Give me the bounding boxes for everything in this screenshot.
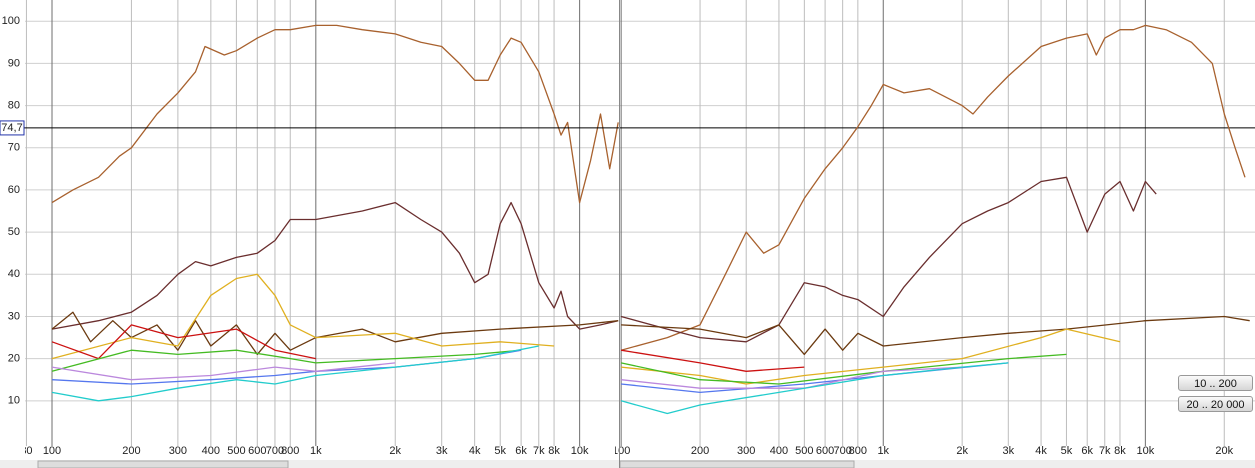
y-tick-label: 40	[8, 268, 20, 280]
x-tick-label: 5k	[1061, 445, 1073, 457]
series-line	[51, 311, 619, 356]
x-tick-label: 300	[169, 445, 187, 457]
x-tick-label: 300	[737, 445, 755, 457]
x-tick-label: 700	[833, 445, 851, 457]
x-tick-label: 10k	[571, 445, 589, 457]
x-tick-label: 7k	[1099, 445, 1111, 457]
x-tick-label: 5k	[494, 445, 506, 457]
series-line	[621, 315, 1250, 356]
x-tick-label: 6k	[515, 445, 527, 457]
x-tick-label: 200	[691, 445, 709, 457]
y-tick-label: 20	[8, 353, 20, 365]
x-tick-label: 500	[795, 445, 813, 457]
reference-label-box	[0, 120, 25, 136]
x-tick-label: 400	[770, 445, 788, 457]
x-tick-label: 800	[281, 445, 299, 457]
scroll-thumb[interactable]	[619, 460, 855, 468]
reference-label: 74,7	[1, 122, 22, 134]
x-tick-label: 4k	[469, 445, 481, 457]
x-tick-label: 8k	[548, 445, 560, 457]
series-line	[620, 353, 1067, 385]
x-tick-label: 2k	[956, 445, 968, 457]
y-tick-label: 90	[8, 57, 20, 69]
series-line	[51, 345, 539, 402]
y-tick-label: 100	[2, 15, 20, 27]
y-tick-label: 70	[8, 142, 20, 154]
series-line	[620, 349, 805, 372]
plot-area	[25, 0, 1255, 443]
x-tick-label: 4k	[1035, 445, 1047, 457]
series-line	[620, 176, 1157, 343]
scroll-thumb[interactable]	[37, 460, 289, 468]
x-tick-label: 1k	[310, 445, 322, 457]
x-tick-label: 3k	[436, 445, 448, 457]
x-tick-label: 400	[202, 445, 220, 457]
series-line	[51, 201, 619, 330]
x-tick-label: 3k	[1002, 445, 1014, 457]
y-tick-label: 60	[8, 184, 20, 196]
x-tick-label: 600	[816, 445, 834, 457]
x-tick-label: 500	[227, 445, 245, 457]
series-line	[621, 328, 1121, 385]
y-tick-label: 10	[8, 395, 20, 407]
x-tick-label: 7k	[533, 445, 545, 457]
y-tick-label: 50	[8, 226, 20, 238]
x-tick-label: 100	[612, 445, 630, 457]
series-line	[51, 362, 396, 381]
x-tick-label: 600	[248, 445, 266, 457]
y-tick-label: 80	[8, 99, 20, 111]
series-line	[620, 24, 1246, 351]
x-tick-label: 20k	[1215, 445, 1233, 457]
x-tick-label: 100	[43, 445, 61, 457]
range-button[interactable]: 10 .. 200	[1178, 375, 1253, 391]
x-tick-label: 200	[122, 445, 140, 457]
x-tick-label: 2k	[389, 445, 401, 457]
x-tick-label: 700	[266, 445, 284, 457]
x-tick-label: 10k	[1136, 445, 1154, 457]
x-tick-label: 800	[849, 445, 867, 457]
series-line	[51, 24, 619, 204]
series-line	[620, 362, 1009, 415]
x-tick-label: 80	[20, 445, 32, 457]
x-tick-label: 6k	[1081, 445, 1093, 457]
series-line	[51, 273, 555, 360]
range-button[interactable]: 20 .. 20 000	[1178, 396, 1253, 412]
y-tick-label: 30	[8, 310, 20, 322]
series-line	[51, 349, 522, 372]
x-tick-label: 1k	[877, 445, 889, 457]
x-tick-label: 8k	[1114, 445, 1126, 457]
